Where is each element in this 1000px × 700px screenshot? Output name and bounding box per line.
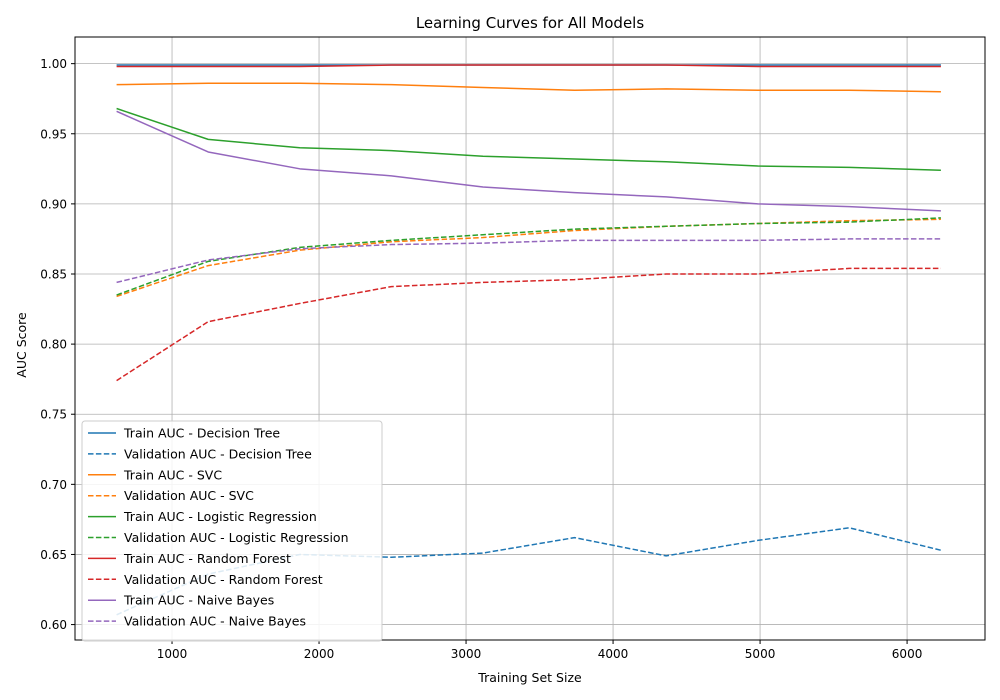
x-tick-label: 2000: [304, 647, 335, 661]
y-axis: 0.60 0.65 0.70 0.75 0.80 0.85 0.90 0.95 1.00: [40, 57, 75, 632]
series-line-validation-auc-logistic-regression: [116, 217, 941, 296]
legend: Train AUC - Decision Tree Validation AUC …: [81, 420, 383, 642]
y-axis-title: AUC Score: [14, 312, 29, 378]
y-tick-label: 0.80: [40, 338, 67, 352]
y-tick-label: 0.60: [40, 618, 67, 632]
series-line-validation-auc-random-forest: [116, 267, 941, 382]
series-line-train-auc-random-forest: [116, 64, 941, 68]
legend-label: Train AUC - Random Forest: [123, 551, 291, 566]
y-tick-label: 1.00: [40, 57, 67, 71]
series-line-train-auc-logistic-regression: [116, 107, 941, 171]
series-layer: [116, 64, 942, 616]
legend-label: Validation AUC - Naive Bayes: [124, 614, 306, 629]
legend-label: Train AUC - Decision Tree: [123, 426, 280, 441]
legend-label: Validation AUC - Decision Tree: [124, 446, 312, 461]
legend-label: Train AUC - SVC: [123, 467, 222, 482]
series-line-train-auc-svc: [116, 82, 941, 93]
legend-box: [81, 420, 383, 642]
y-tick-label: 0.85: [40, 267, 67, 281]
y-tick-label: 0.75: [40, 408, 67, 422]
series-line-train-auc-naive-bayes: [116, 110, 941, 212]
chart-title: Learning Curves for All Models: [416, 14, 645, 32]
x-tick-label: 1000: [157, 647, 188, 661]
y-tick-label: 0.95: [40, 127, 67, 141]
plot-frame: [74, 36, 986, 641]
x-tick-label: 5000: [745, 647, 776, 661]
x-axis: 1000 2000 3000 4000 5000 6000: [157, 640, 923, 661]
x-tick-label: 4000: [598, 647, 629, 661]
x-axis-title: Training Set Size: [477, 670, 582, 685]
y-tick-label: 0.90: [40, 197, 67, 211]
legend-label: Train AUC - Logistic Regression: [123, 509, 317, 524]
x-tick-label: 6000: [892, 647, 923, 661]
legend-label: Validation AUC - SVC: [124, 488, 254, 503]
series-line-validation-auc-naive-bayes: [116, 238, 941, 284]
x-tick-label: 3000: [451, 647, 482, 661]
legend-label: Train AUC - Naive Bayes: [123, 593, 274, 608]
y-tick-label: 0.70: [40, 478, 67, 492]
legend-label: Validation AUC - Logistic Regression: [124, 530, 349, 545]
legend-label: Validation AUC - Random Forest: [124, 572, 323, 587]
y-tick-label: 0.65: [40, 548, 67, 562]
series-line-validation-auc-svc: [116, 218, 941, 298]
